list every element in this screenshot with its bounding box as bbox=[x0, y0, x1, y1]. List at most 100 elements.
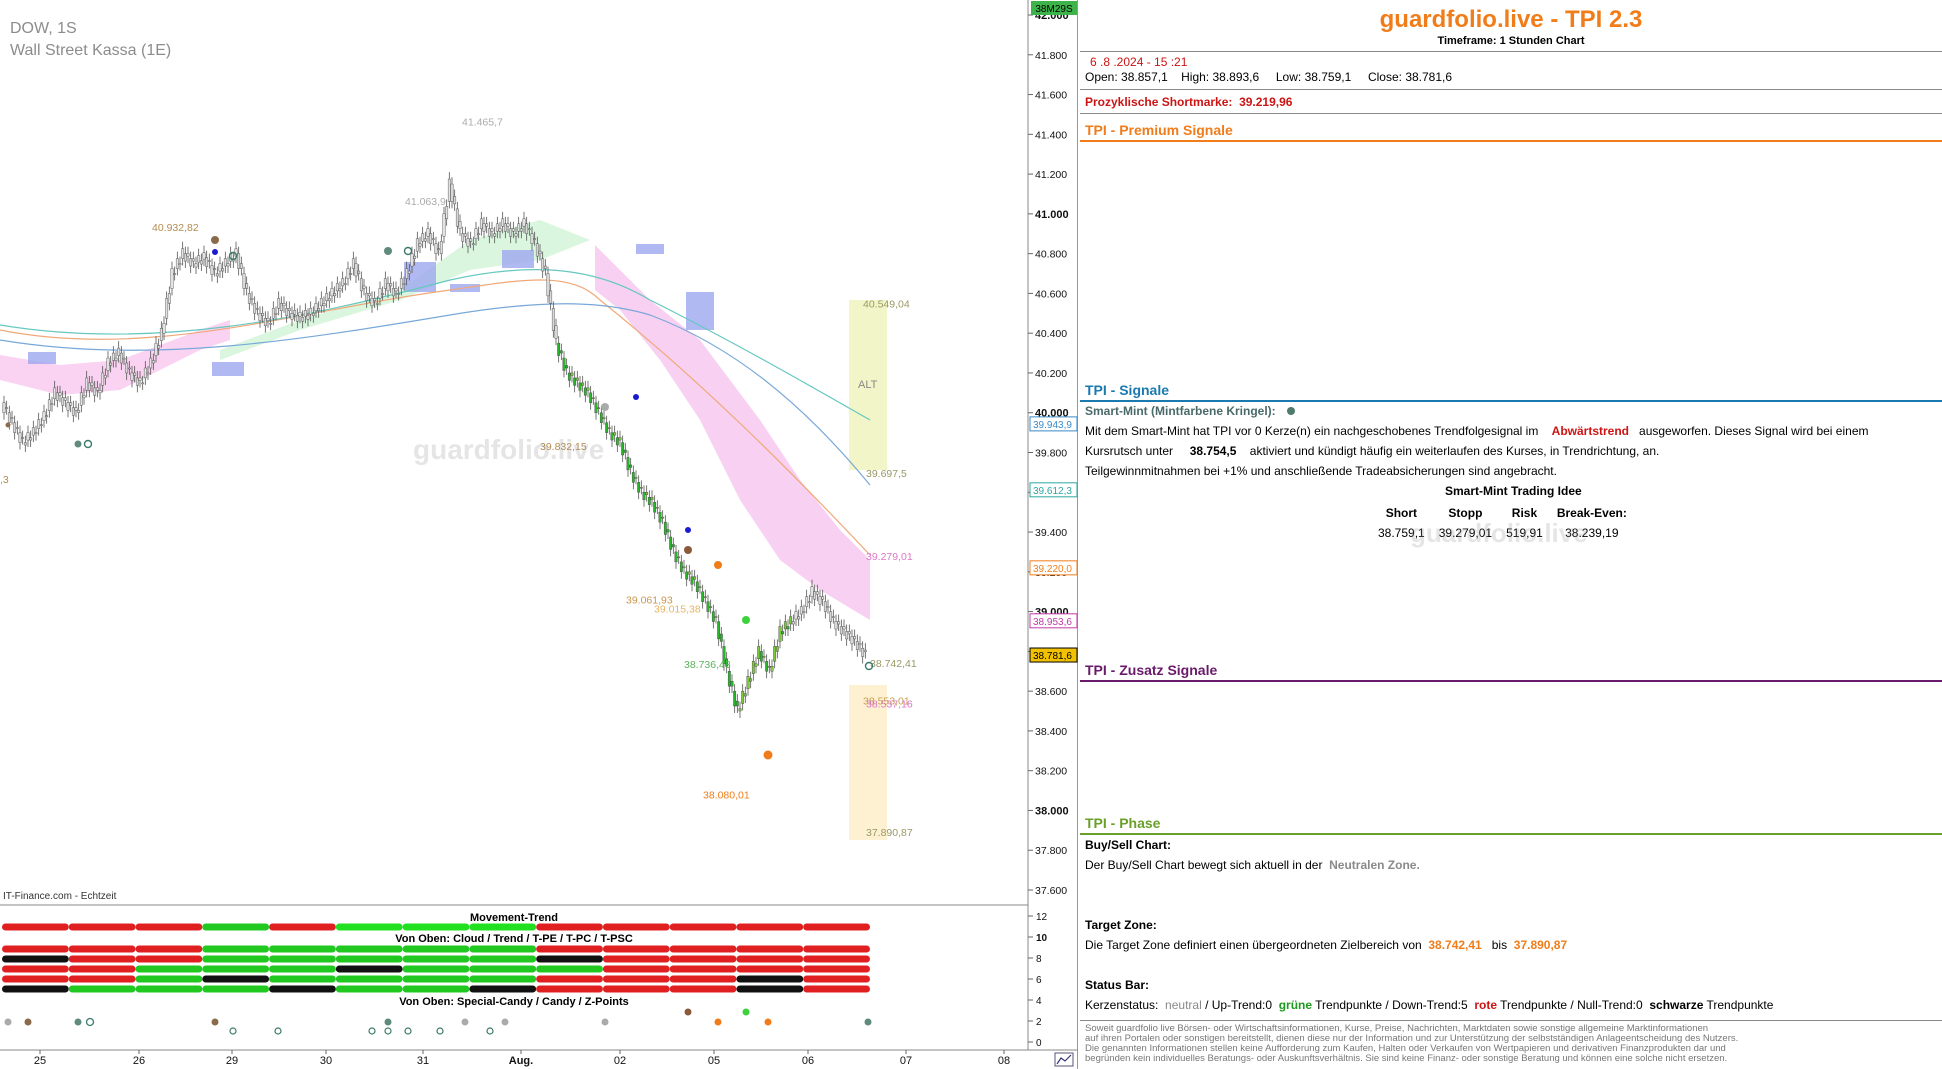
target-from: 38.742,41 bbox=[1428, 938, 1482, 952]
trend-segment bbox=[602, 965, 670, 973]
candle-body bbox=[482, 223, 486, 232]
signale-head: TPI - Signale bbox=[1085, 382, 1170, 398]
ma-orange bbox=[0, 279, 871, 556]
candle-body bbox=[839, 626, 843, 635]
x-tick-label: 31 bbox=[417, 1055, 429, 1067]
z-point bbox=[436, 1027, 444, 1035]
y-tick-label: 38.000 bbox=[1035, 805, 1069, 817]
candle-body bbox=[159, 328, 163, 341]
candle-body bbox=[309, 308, 313, 315]
target-text-a: Die Target Zone definiert einen übergeor… bbox=[1085, 938, 1422, 952]
special-point bbox=[74, 1018, 82, 1026]
candle-body bbox=[746, 676, 750, 689]
trend-segment bbox=[135, 965, 203, 973]
special-point bbox=[501, 1018, 509, 1026]
trend-segment bbox=[669, 923, 737, 931]
candle-body bbox=[47, 399, 51, 411]
candle-body bbox=[439, 241, 443, 254]
price-chart[interactable]: ALT 42.00041.80041.60041.40041.20041.000… bbox=[0, 0, 1078, 1069]
trend-segment bbox=[135, 985, 203, 993]
candle-body bbox=[370, 298, 374, 307]
left-edge-label: ,3 bbox=[0, 474, 9, 486]
price-tag-box bbox=[1029, 416, 1078, 432]
price-annotation: 40.549,04 bbox=[863, 299, 910, 311]
candle-body bbox=[194, 263, 198, 268]
candle-body bbox=[773, 646, 777, 662]
candle-body bbox=[93, 387, 97, 396]
smart-mint-line-3: Teilgewinnmitnahmen bei +1% und anschlie… bbox=[1085, 464, 1557, 478]
phase-head: TPI - Phase bbox=[1085, 815, 1161, 831]
trend-segment bbox=[269, 955, 336, 963]
price-tag-label: 39.943,9 bbox=[1033, 420, 1072, 431]
candle-body bbox=[770, 666, 774, 672]
trend-segment bbox=[736, 975, 804, 983]
candle-body bbox=[13, 422, 17, 433]
x-tick-label: 07 bbox=[900, 1055, 912, 1067]
candle-body bbox=[429, 233, 433, 244]
countdown-badge bbox=[1031, 1, 1077, 15]
candle-body bbox=[495, 223, 499, 232]
y-tick-label: 39.800 bbox=[1035, 448, 1067, 460]
zusatz-signale-head: TPI - Zusatz Signale bbox=[1085, 662, 1218, 678]
candle-body bbox=[509, 228, 513, 237]
cloud-trend-label: Von Oben: Cloud / Trend / T-PE / T-PC / … bbox=[395, 933, 633, 945]
z-point bbox=[404, 1027, 412, 1035]
trend-segment bbox=[469, 945, 537, 953]
countdown-text: 38M29S bbox=[1035, 4, 1073, 15]
trend-segment bbox=[2, 955, 69, 963]
trend-segment bbox=[803, 955, 870, 963]
candle-body bbox=[434, 243, 438, 254]
special-point bbox=[742, 1008, 750, 1016]
divider bbox=[1080, 51, 1942, 52]
trend-segment bbox=[736, 945, 804, 953]
candle-body bbox=[162, 323, 166, 334]
candle-body bbox=[685, 571, 689, 580]
candle-body bbox=[861, 648, 865, 657]
sm-trigger-value: 38.754,5 bbox=[1189, 444, 1237, 458]
candle-body bbox=[501, 218, 505, 227]
candle-body bbox=[554, 325, 558, 339]
ohlc-datetime: 6 .8 .2024 - 15 :21 bbox=[1090, 55, 1188, 69]
trend-segment bbox=[135, 945, 203, 953]
y-tick-label: 38.200 bbox=[1035, 766, 1067, 778]
price-annotation: 39.015,38 bbox=[654, 604, 701, 616]
candle-body bbox=[199, 260, 203, 265]
trend-segment bbox=[402, 965, 470, 973]
candle-body bbox=[303, 310, 307, 317]
indicator-tick-label: 6 bbox=[1036, 975, 1042, 986]
candle-body bbox=[181, 248, 185, 259]
candle-body bbox=[634, 477, 638, 479]
candle-body bbox=[701, 591, 705, 602]
trend-segment bbox=[269, 975, 336, 983]
status-head: Status Bar: bbox=[1085, 978, 1150, 992]
trend-segment bbox=[68, 965, 136, 973]
chart-settings-icon[interactable] bbox=[1054, 1052, 1074, 1067]
candle-body bbox=[79, 392, 83, 406]
candle-body bbox=[317, 308, 321, 312]
candle-body bbox=[157, 345, 161, 349]
candle-body bbox=[535, 243, 539, 257]
candle-body bbox=[853, 636, 857, 640]
candle-body bbox=[599, 412, 603, 423]
candle-body bbox=[197, 255, 201, 263]
candle-body bbox=[421, 233, 425, 242]
data-source-label: IT-Finance.com - Echtzeit bbox=[3, 891, 117, 902]
y-tick-label: 40.400 bbox=[1035, 328, 1067, 340]
candle-body bbox=[218, 263, 222, 272]
x-tick-label: 30 bbox=[320, 1055, 332, 1067]
trend-segment bbox=[536, 945, 603, 953]
candle-body bbox=[146, 372, 150, 375]
price-annotation: 38.742,41 bbox=[870, 658, 917, 670]
chart-area[interactable]: ALT 42.000 41.800 41.600 41.400 41.200 41.000… bbox=[0, 0, 1078, 1069]
divider bbox=[1080, 113, 1942, 114]
candle-body bbox=[682, 566, 686, 569]
movement-trend-label: Movement-Trend bbox=[470, 912, 558, 924]
x-tick-label: 08 bbox=[998, 1055, 1010, 1067]
candle-body bbox=[698, 586, 702, 588]
candle-body bbox=[786, 626, 790, 630]
zusatz-signale-line bbox=[1080, 680, 1942, 682]
indicator-tick-label: 12 bbox=[1036, 912, 1048, 923]
indicator-tick-label: 8 bbox=[1036, 954, 1042, 965]
price-tags: 39.943,9 39.612,3 39.220,0 38.953,6 38.781,6 bbox=[1029, 416, 1078, 663]
signale-line bbox=[1080, 400, 1942, 402]
